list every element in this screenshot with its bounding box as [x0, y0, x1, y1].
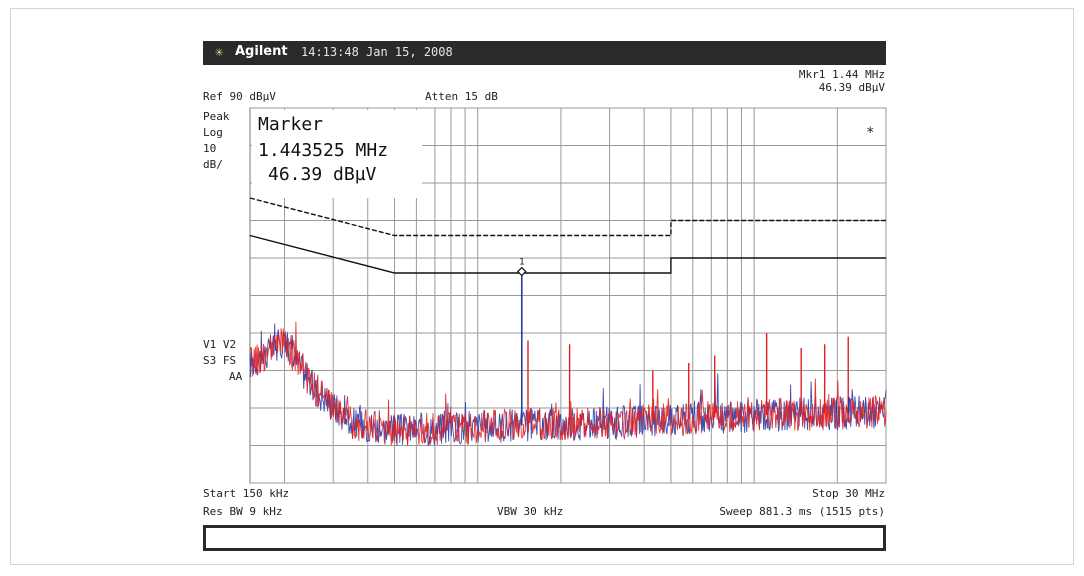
quasi-peak-limit-line [249, 197, 886, 237]
sweep-time: Sweep 881.3 ms (1515 pts) [719, 505, 885, 518]
agilent-spark-icon: ✳ [215, 44, 224, 60]
instrument-header: ✳ Agilent 14:13:48 Jan 15, 2008 [203, 41, 886, 65]
stop-frequency: Stop 30 MHz [812, 487, 885, 500]
trace-label-row1: V1 V2 [203, 338, 237, 351]
marker-group: 1 [516, 258, 527, 277]
marker-readout-level: 46.39 dBµV [818, 81, 885, 94]
traces [249, 271, 887, 447]
scale-unit-label: dB/ [203, 158, 223, 171]
timestamp: 14:13:48 Jan 15, 2008 [301, 45, 453, 59]
start-frequency: Start 150 kHz [203, 487, 290, 500]
marker-box: Marker 1.443525 MHz 46.39 dBµV [252, 110, 422, 198]
limit-lines [249, 197, 886, 274]
trace-label-row3: AA [229, 370, 243, 383]
video-bandwidth: VBW 30 kHz [497, 505, 564, 518]
marker-box-frequency: 1.443525 MHz [258, 140, 389, 161]
marker-number: 1 [519, 258, 524, 268]
trace-label-row2: S3 FS [203, 354, 237, 367]
red-trace [249, 321, 887, 447]
marker-diamond [516, 266, 527, 277]
asterisk-flag: * [866, 125, 875, 141]
detector-label: Peak [203, 110, 230, 123]
scale-type-label: Log [203, 126, 223, 139]
marker-readout-frequency: Mkr1 1.44 MHz [798, 68, 885, 81]
average-limit-line [249, 234, 886, 274]
status-bar [203, 525, 886, 551]
marker-box-level: 46.39 dBµV [268, 164, 377, 185]
resolution-bandwidth: Res BW 9 kHz [203, 505, 283, 518]
brand-name: Agilent [235, 44, 288, 59]
status-message-area [206, 528, 883, 548]
scale-value-label: 10 [203, 142, 217, 155]
reference-level: Ref 90 dBµV [203, 90, 276, 103]
attenuation: Atten 15 dB [425, 90, 498, 103]
marker-box-title: Marker [258, 114, 324, 135]
